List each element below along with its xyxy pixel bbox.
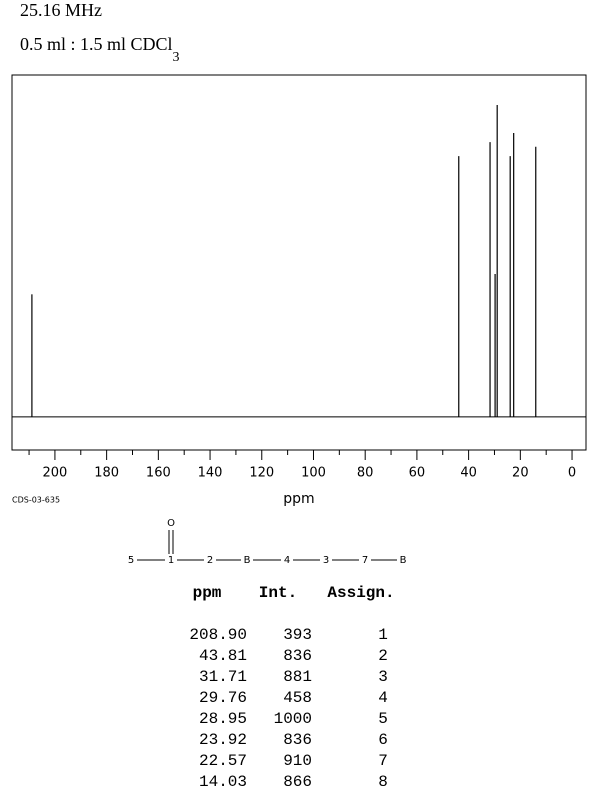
atom-label: B xyxy=(244,555,251,566)
frequency: 25.16 MHz xyxy=(20,0,102,20)
table-cell: 14.03 xyxy=(199,773,247,791)
table-cell: 4 xyxy=(378,689,388,707)
solvent: 0.5 ml : 1.5 ml CDCl3 xyxy=(20,34,180,65)
table-cell: 5 xyxy=(378,710,388,728)
table-cell: 6 xyxy=(378,731,388,749)
x-axis-label: ppm xyxy=(283,491,314,507)
x-tick-label: 20 xyxy=(512,466,529,481)
column-header: Int. xyxy=(259,584,297,602)
x-tick-label: 160 xyxy=(146,466,171,481)
column-header: ppm xyxy=(193,584,222,602)
structure xyxy=(168,530,174,554)
x-tick-label: 100 xyxy=(301,466,326,481)
atom-label: 4 xyxy=(284,555,290,566)
atom-label: 5 xyxy=(128,555,134,566)
x-tick-label: 180 xyxy=(94,466,119,481)
atom-label: 3 xyxy=(323,555,329,566)
x-tick-label: 40 xyxy=(460,466,477,481)
table-cell: 208.90 xyxy=(189,626,247,644)
table-cell: 3 xyxy=(378,668,388,686)
table-cell: 7 xyxy=(378,752,388,770)
atom-label: 1 xyxy=(168,555,174,566)
x-tick-label: 0 xyxy=(568,466,576,481)
table-cell: 836 xyxy=(283,731,312,749)
table-cell: 836 xyxy=(283,647,312,665)
table-cell: 1 xyxy=(378,626,388,644)
table-cell: 43.81 xyxy=(199,647,247,665)
plot-frame xyxy=(11,74,587,451)
x-tick-label: 80 xyxy=(357,466,374,481)
table-cell: 881 xyxy=(283,668,312,686)
x-tick-label: 60 xyxy=(409,466,426,481)
table-cell: 22.57 xyxy=(199,752,247,770)
column-header: Assign. xyxy=(327,584,394,602)
atom-label: 7 xyxy=(362,555,368,566)
table-cell: 29.76 xyxy=(199,689,247,707)
solvent-subscript: 3 xyxy=(173,50,180,65)
table-cell: 28.95 xyxy=(199,710,247,728)
table-cell: 31.71 xyxy=(199,668,247,686)
table-cell: 1000 xyxy=(274,710,312,728)
atom-label: O xyxy=(167,518,175,529)
table-cell: 8 xyxy=(378,773,388,791)
table-cell: 23.92 xyxy=(199,731,247,749)
atom-label: 2 xyxy=(207,555,213,566)
table-cell: 910 xyxy=(283,752,312,770)
x-tick-label: 120 xyxy=(249,466,274,481)
x-tick-label: 140 xyxy=(198,466,223,481)
x-tick-label: 200 xyxy=(43,466,68,481)
table-cell: 393 xyxy=(283,626,312,644)
table-cell: 866 xyxy=(283,773,312,791)
code: CDS-03-635 xyxy=(12,496,60,505)
table-cell: 458 xyxy=(283,689,312,707)
atom-label: B xyxy=(400,555,407,566)
solvent-text: 0.5 ml : 1.5 ml CDCl xyxy=(20,34,173,54)
table-cell: 2 xyxy=(378,647,388,665)
